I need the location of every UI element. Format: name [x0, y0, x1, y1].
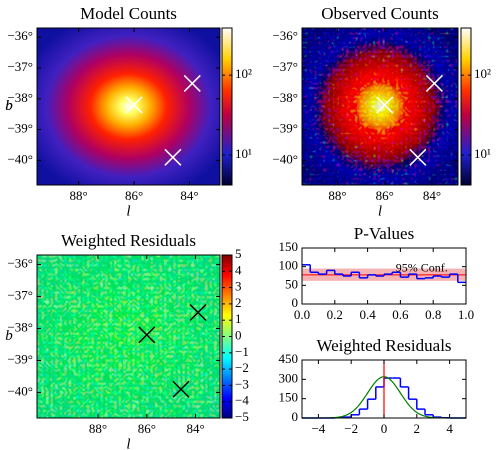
- panel-title: P-Values: [354, 224, 414, 243]
- colorbar-tick-label: 5: [235, 246, 242, 261]
- x-tick-label: −2: [344, 421, 358, 436]
- y-tick-label: −38°: [7, 319, 33, 334]
- x-tick-label: 0: [381, 421, 388, 436]
- x-tick-label: 84°: [423, 188, 441, 203]
- source-marker: [425, 74, 443, 92]
- colorbar-tick-label: −1: [235, 344, 249, 359]
- colorbar-tick-label: 10²: [235, 66, 252, 81]
- colorbar-tick-label: −4: [235, 393, 249, 408]
- y-tick-label: −37°: [7, 59, 33, 74]
- y-tick-label: −38°: [272, 90, 298, 105]
- x-tick-label: −4: [311, 421, 325, 436]
- colorbar-tick-label: −3: [235, 376, 249, 391]
- colorbar-tick-label: −5: [235, 409, 249, 424]
- x-axis-label: l: [126, 203, 130, 219]
- image: [37, 255, 220, 418]
- x-tick-label: 88°: [89, 421, 107, 436]
- panel-title: Weighted Residuals: [61, 231, 196, 250]
- colorbar-tick-label: 10¹: [235, 146, 252, 161]
- x-axis-label: l: [378, 203, 382, 219]
- y-tick-label: −39°: [7, 351, 33, 366]
- x-tick-label: 0.6: [392, 307, 409, 322]
- x-tick-label: 84°: [186, 421, 204, 436]
- y-tick-label: −36°: [7, 28, 33, 43]
- y-axis-label: b: [5, 328, 13, 344]
- colorbar-tick-label: −2: [235, 360, 249, 375]
- y-tick-label: −40°: [7, 383, 33, 398]
- x-tick-label: 88°: [69, 188, 87, 203]
- image: [37, 28, 220, 185]
- y-tick-label: −39°: [7, 121, 33, 136]
- y-tick-label: 150: [279, 390, 299, 405]
- y-tick-label: −39°: [272, 121, 298, 136]
- y-tick-label: −38°: [7, 90, 33, 105]
- x-tick-label: 86°: [125, 188, 143, 203]
- source-marker: [164, 148, 182, 166]
- y-tick-label: −36°: [7, 256, 33, 271]
- y-tick-label: 0: [292, 295, 299, 310]
- y-tick-label: 100: [279, 258, 299, 273]
- colorbar-tick-label: 0: [235, 327, 242, 342]
- x-tick-label: 86°: [138, 421, 156, 436]
- x-tick-label: 0.4: [359, 307, 376, 322]
- axes-frame: [36, 27, 221, 186]
- colorbar-tick-label: 3: [235, 279, 242, 294]
- source-marker: [376, 96, 394, 114]
- x-tick-label: 86°: [376, 188, 394, 203]
- x-tick-label: 0.8: [425, 307, 441, 322]
- source-marker: [189, 303, 207, 322]
- x-tick-label: 88°: [328, 188, 346, 203]
- y-tick-label: 300: [279, 370, 299, 385]
- x-tick-label: 84°: [180, 188, 198, 203]
- source-marker: [409, 148, 427, 166]
- x-tick-label: 0.0: [294, 307, 310, 322]
- source-marker: [125, 96, 143, 114]
- y-tick-label: 50: [285, 276, 298, 291]
- y-tick-label: −40°: [272, 151, 298, 166]
- y-tick-label: 450: [279, 351, 299, 366]
- y-axis-label: b: [5, 98, 13, 114]
- colorbar-tick-label: 2: [235, 295, 242, 310]
- image: [302, 28, 458, 185]
- x-tick-label: 0.2: [327, 307, 343, 322]
- source-marker: [172, 380, 190, 398]
- axes-frame: [301, 27, 459, 186]
- colorbar-tick-label: 4: [235, 262, 242, 277]
- y-tick-label: −37°: [7, 288, 33, 303]
- axes-frame: [36, 254, 221, 419]
- colorbar-tick-label: 1: [235, 311, 242, 326]
- colorbar: [221, 27, 233, 186]
- y-tick-label: −40°: [7, 151, 33, 166]
- x-tick-label: 2: [414, 421, 421, 436]
- y-tick-label: 150: [279, 239, 299, 254]
- x-tick-label: 1.0: [458, 307, 474, 322]
- colorbar: [460, 27, 472, 186]
- x-tick-label: 4: [446, 421, 453, 436]
- panel-title: Model Counts: [80, 4, 177, 23]
- source-marker: [138, 326, 156, 344]
- x-axis-label: l: [126, 436, 130, 450]
- colorbar-tick-label: 10¹: [474, 146, 491, 161]
- y-tick-label: −36°: [272, 28, 298, 43]
- y-axis-label: b: [5, 98, 13, 114]
- panel-title: Weighted Residuals: [316, 336, 451, 355]
- y-tick-label: −37°: [272, 59, 298, 74]
- annotation: 95% Conf.: [396, 260, 448, 274]
- step-connector: [309, 264, 459, 283]
- y-tick-label: 0: [292, 409, 299, 424]
- colorbar-tick-label: 10²: [474, 66, 491, 81]
- panel-title: Observed Counts: [321, 4, 439, 23]
- source-marker: [183, 74, 201, 92]
- axes-frame: [301, 247, 467, 305]
